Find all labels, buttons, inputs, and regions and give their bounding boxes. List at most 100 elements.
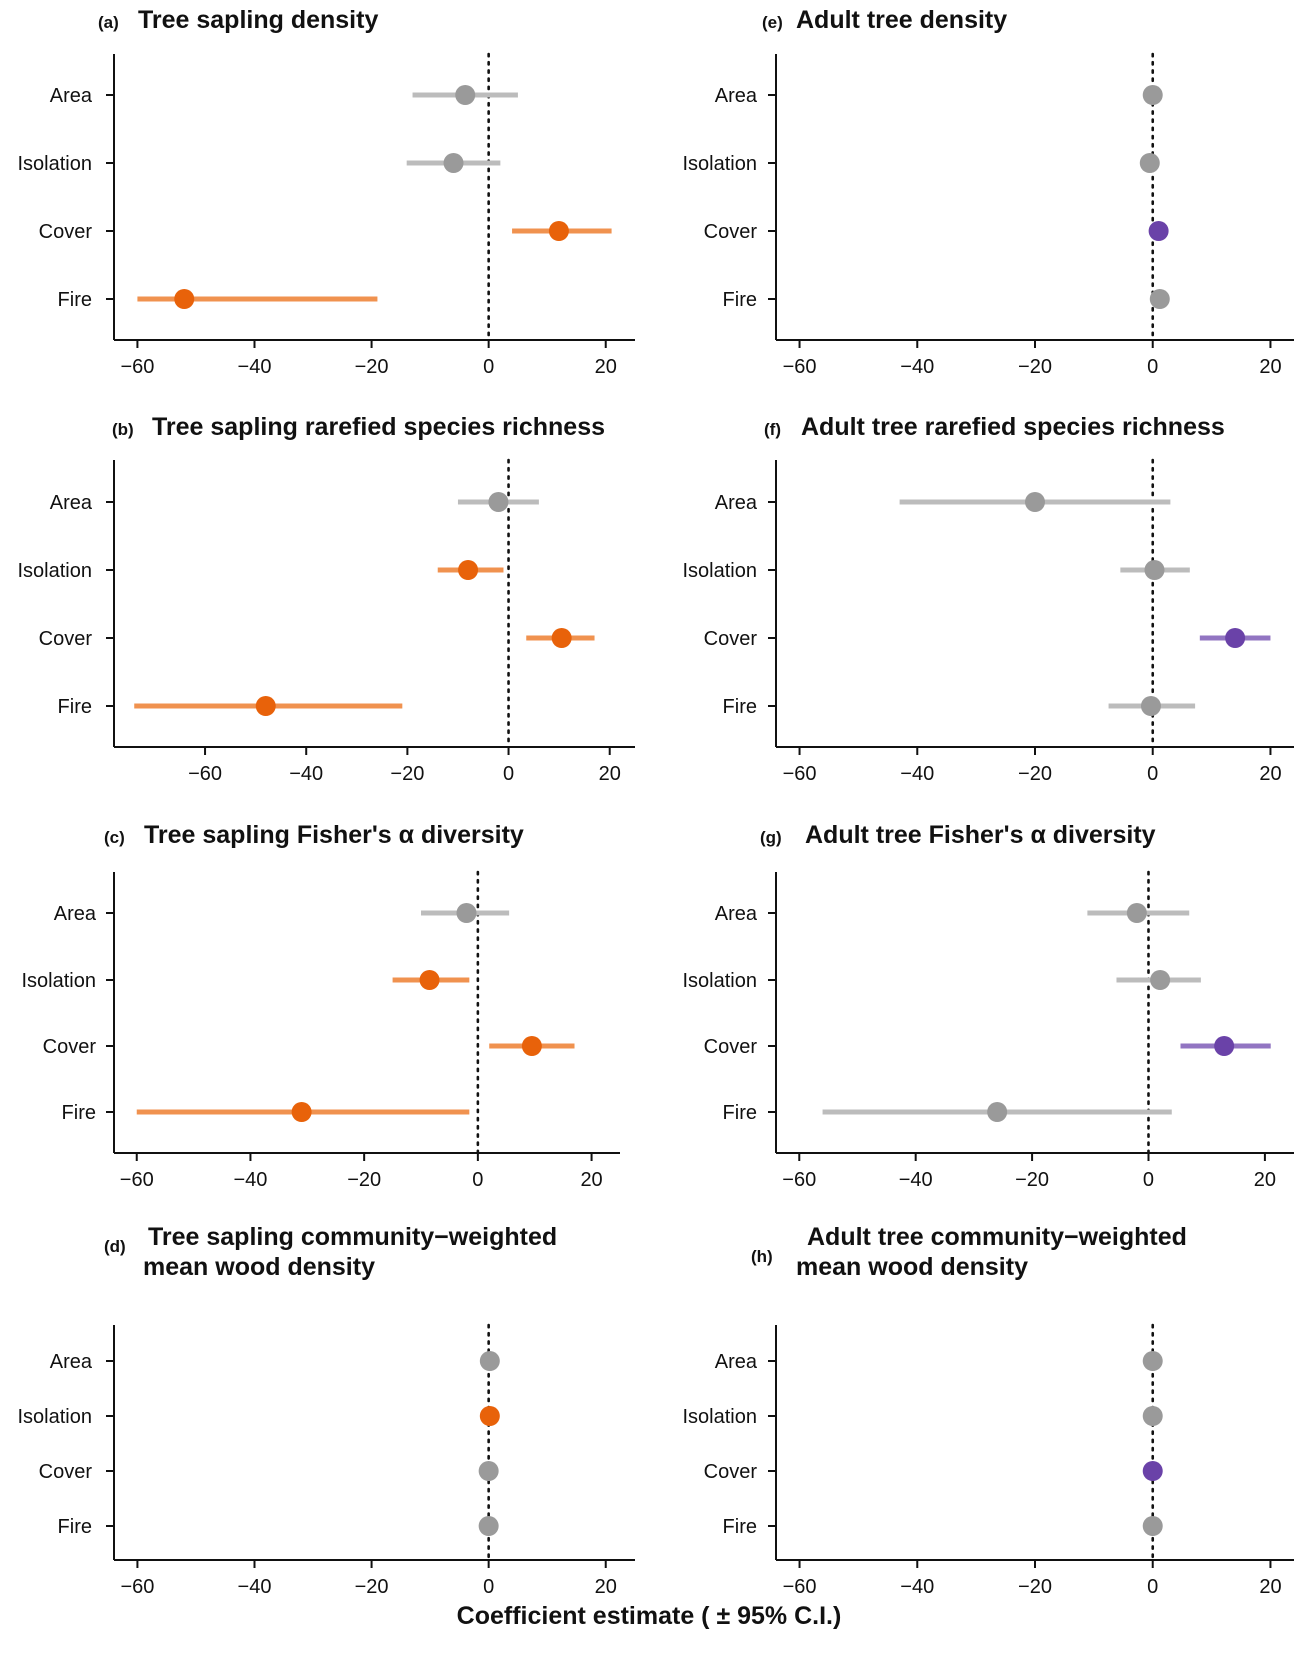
- x-tick-label: −20: [1015, 1169, 1049, 1191]
- x-tick-label: 0: [1147, 763, 1158, 785]
- category-label: Cover: [704, 628, 758, 650]
- category-label: Cover: [39, 1461, 93, 1483]
- panel-b: (b) Tree sapling rarefied species richnes…: [18, 413, 635, 785]
- category-label: Isolation: [18, 1406, 93, 1428]
- estimate-point: [1142, 1406, 1163, 1426]
- panel-e: (e) Adult tree density −60 −40 −20 0 20 Area Iso…: [683, 6, 1294, 378]
- x-tick-label: −40: [238, 1576, 272, 1598]
- x-tick-label: 0: [1143, 1169, 1154, 1191]
- category-label: Cover: [39, 628, 93, 650]
- estimate-point: [521, 1036, 542, 1056]
- category-label: Cover: [704, 1036, 758, 1058]
- estimate-point: [987, 1102, 1008, 1122]
- category-label: Isolation: [22, 970, 97, 992]
- x-tick-label: −60: [783, 1576, 817, 1598]
- estimate-point: [488, 492, 509, 512]
- x-tick-label: 20: [1259, 356, 1281, 378]
- x-tick-label: −60: [782, 1169, 816, 1191]
- panel-letter: (c): [104, 828, 125, 847]
- category-label: Isolation: [683, 970, 758, 992]
- x-tick-label: −20: [390, 763, 424, 785]
- estimate-point: [1142, 1351, 1163, 1371]
- estimate-point: [548, 221, 569, 241]
- x-tick-label: 0: [472, 1169, 483, 1191]
- category-label: Area: [715, 1351, 758, 1373]
- x-tick-label: −60: [783, 356, 817, 378]
- category-label: Fire: [58, 289, 92, 311]
- estimate-point: [455, 85, 476, 105]
- x-axis-title: Coefficient estimate ( ± 95% C.I.): [456, 1602, 842, 1630]
- x-tick-label: −60: [120, 356, 154, 378]
- x-tick-label: 20: [1254, 1169, 1276, 1191]
- estimate-point: [1214, 1036, 1235, 1056]
- category-label: Area: [50, 85, 93, 107]
- panel-c: (c) Tree sapling Fisher's α diversity −60 −…: [22, 821, 620, 1191]
- estimate-point: [1025, 492, 1045, 512]
- x-tick-label: −60: [783, 763, 817, 785]
- category-label: Fire: [62, 1102, 96, 1124]
- estimate-point: [255, 696, 276, 716]
- estimate-point: [479, 1406, 500, 1426]
- panel-title-line: Adult tree Fisher's α diversity: [805, 821, 1156, 849]
- estimate-point: [1142, 1516, 1163, 1536]
- category-label: Fire: [58, 1516, 92, 1538]
- x-tick-label: −20: [355, 356, 389, 378]
- panel-g: (g) Adult tree Fisher's α diversity −60 −40…: [683, 821, 1294, 1191]
- panel-a: (a) Tree sapling density −60 −40 −20 0 20 Area I…: [18, 6, 635, 378]
- panel-title-line: Tree sapling community−weighted: [148, 1223, 557, 1251]
- panel-title-line: Tree sapling Fisher's α diversity: [144, 821, 524, 849]
- estimate-point: [1142, 1461, 1163, 1481]
- estimate-point: [174, 289, 195, 309]
- estimate-point: [1139, 153, 1160, 173]
- x-tick-label: −20: [347, 1169, 381, 1191]
- x-tick-label: 0: [483, 356, 494, 378]
- x-tick-label: 20: [1259, 1576, 1281, 1598]
- estimate-point: [1142, 85, 1163, 105]
- category-label: Isolation: [18, 560, 93, 582]
- x-tick-label: −60: [120, 1169, 154, 1191]
- estimate-point: [1140, 696, 1161, 716]
- panel-title-line: Adult tree community−weighted: [807, 1223, 1187, 1251]
- category-label: Fire: [723, 696, 757, 718]
- x-tick-label: 0: [503, 763, 514, 785]
- x-tick-label: −20: [1018, 1576, 1052, 1598]
- panel-letter: (a): [98, 13, 119, 32]
- x-tick-label: −20: [355, 1576, 389, 1598]
- panel-title-line: Adult tree density: [796, 6, 1007, 34]
- panel-letter: (h): [751, 1247, 773, 1266]
- x-tick-label: 20: [599, 763, 621, 785]
- estimate-point: [1148, 221, 1169, 241]
- estimate-point: [1126, 903, 1147, 923]
- x-tick-label: 0: [1147, 1576, 1158, 1598]
- estimate-point: [479, 1351, 500, 1371]
- x-tick-label: 0: [483, 1576, 494, 1598]
- estimate-point: [1225, 628, 1246, 648]
- x-tick-label: 20: [1259, 763, 1281, 785]
- panel-title-line: Tree sapling rarefied species richness: [152, 413, 605, 441]
- category-label: Area: [715, 903, 758, 925]
- category-label: Isolation: [683, 1406, 758, 1428]
- category-label: Area: [715, 85, 758, 107]
- x-tick-label: −40: [289, 763, 323, 785]
- estimate-point: [458, 560, 479, 580]
- category-label: Isolation: [683, 560, 758, 582]
- x-tick-label: −40: [900, 356, 934, 378]
- x-tick-label: −40: [900, 1576, 934, 1598]
- panel-title-line: Tree sapling density: [138, 6, 378, 34]
- category-label: Isolation: [683, 153, 758, 175]
- x-tick-label: 20: [580, 1169, 602, 1191]
- x-tick-label: −40: [238, 356, 272, 378]
- category-label: Area: [715, 492, 758, 514]
- panel-f: (f) Adult tree rarefied species richness −…: [683, 413, 1294, 785]
- x-tick-label: −40: [900, 763, 934, 785]
- x-tick-label: −40: [233, 1169, 267, 1191]
- x-tick-label: 0: [1147, 356, 1158, 378]
- panel-letter: (b): [112, 420, 134, 439]
- estimate-point: [478, 1461, 499, 1481]
- x-tick-label: 20: [595, 1576, 617, 1598]
- estimate-point: [443, 153, 464, 173]
- estimate-point: [551, 628, 572, 648]
